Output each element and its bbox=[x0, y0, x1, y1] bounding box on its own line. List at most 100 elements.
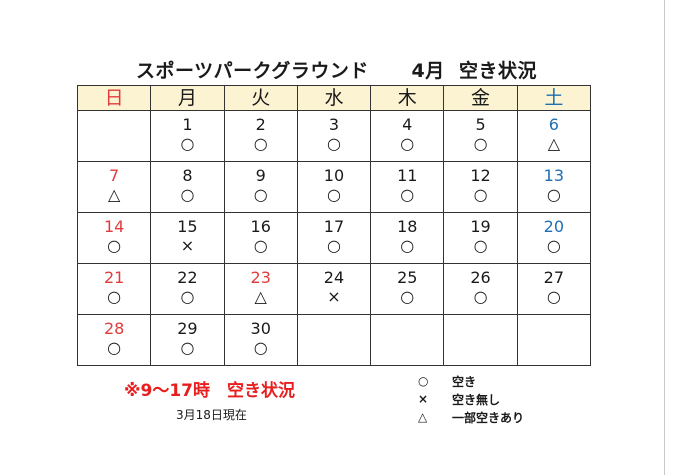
calendar-week-row: 7 △ 8 ○ 9 ○ 10 ○ 11 ○ 12 ○ 13 ○ bbox=[76, 161, 592, 213]
day-number: 25 bbox=[397, 268, 418, 287]
day-cell: 22 ○ bbox=[150, 263, 225, 315]
day-cell: 21 ○ bbox=[76, 263, 152, 315]
day-cell: 9 ○ bbox=[223, 161, 298, 213]
day-number: 7 bbox=[109, 166, 120, 185]
day-cell: 10 ○ bbox=[296, 161, 372, 213]
day-cell: 18 ○ bbox=[370, 212, 445, 264]
day-cell: 3 ○ bbox=[296, 110, 372, 162]
empty-day-cell bbox=[296, 314, 372, 366]
hours-note: ※9～17時 空き状況 bbox=[124, 381, 296, 401]
day-number: 24 bbox=[323, 268, 345, 287]
day-number: 8 bbox=[182, 166, 193, 185]
day-number: 27 bbox=[543, 268, 565, 287]
day-number: 14 bbox=[103, 217, 125, 236]
day-cell: 8 ○ bbox=[150, 161, 225, 213]
calendar-week-row: 14 ○ 15 × 16 ○ 17 ○ 18 ○ 19 ○ 20 ○ bbox=[76, 212, 592, 264]
day-number: 13 bbox=[543, 166, 565, 185]
day-number: 23 bbox=[250, 268, 271, 287]
circle-icon: ○ bbox=[327, 236, 341, 255]
triangle-icon: △ bbox=[254, 287, 267, 306]
circle-icon: ○ bbox=[473, 134, 488, 153]
circle-icon: ○ bbox=[253, 236, 268, 255]
title-status: 空き状況 bbox=[459, 60, 538, 82]
day-number: 15 bbox=[177, 217, 198, 236]
circle-icon: ○ bbox=[253, 134, 268, 153]
circle-icon: ○ bbox=[473, 287, 488, 306]
day-cell: 13 ○ bbox=[516, 161, 592, 213]
day-cell: 7 △ bbox=[76, 161, 152, 213]
circle-icon: ○ bbox=[180, 134, 195, 153]
day-cell: 12 ○ bbox=[443, 161, 518, 213]
day-cell: 19 ○ bbox=[443, 212, 518, 264]
day-cell: 15 × bbox=[150, 212, 225, 264]
day-number: 22 bbox=[177, 268, 198, 287]
circle-icon: ○ bbox=[400, 134, 415, 153]
weekday-header: 日 bbox=[76, 85, 152, 111]
day-cell: 26 ○ bbox=[443, 263, 518, 315]
day-cell: 24 × bbox=[296, 263, 372, 315]
circle-icon: ○ bbox=[107, 338, 122, 357]
day-cell: 27 ○ bbox=[516, 263, 592, 315]
day-number: 10 bbox=[323, 166, 345, 185]
page-edge-line bbox=[664, 0, 665, 475]
day-cell: 1 ○ bbox=[150, 110, 225, 162]
circle-icon: ○ bbox=[180, 338, 195, 357]
day-cell: 28 ○ bbox=[76, 314, 152, 366]
updated-date: 3月18日現在 bbox=[176, 408, 247, 422]
day-cell: 16 ○ bbox=[223, 212, 298, 264]
empty-day-cell bbox=[76, 110, 152, 162]
circle-icon: ○ bbox=[327, 185, 341, 204]
day-number: 28 bbox=[103, 319, 125, 338]
day-cell: 11 ○ bbox=[370, 161, 445, 213]
weekday-header: 金 bbox=[443, 85, 518, 111]
legend-item-unavailable: × 空き無し bbox=[418, 390, 524, 408]
day-cell: 14 ○ bbox=[76, 212, 152, 264]
empty-day-cell bbox=[516, 314, 592, 366]
day-number: 19 bbox=[470, 217, 491, 236]
day-number: 9 bbox=[255, 166, 266, 185]
circle-icon: ○ bbox=[400, 287, 415, 306]
circle-icon: ○ bbox=[180, 185, 195, 204]
legend-item-available: ○ 空き bbox=[418, 372, 524, 390]
triangle-icon: △ bbox=[418, 410, 428, 424]
circle-icon: ○ bbox=[546, 287, 561, 306]
title-month: 4月 bbox=[411, 60, 445, 82]
availability-calendar: 日月火水木金土 1 ○ 2 ○ 3 ○ 4 ○ 5 ○ 6 △ 7 △ 8 ○ 9 ○ 10 ○ 11 ○ 12 ○ 13 ○ 14… bbox=[76, 85, 592, 366]
empty-day-cell bbox=[443, 314, 518, 366]
triangle-icon: △ bbox=[547, 134, 560, 153]
circle-icon: ○ bbox=[473, 185, 488, 204]
day-cell: 17 ○ bbox=[296, 212, 372, 264]
circle-icon: ○ bbox=[546, 236, 561, 255]
weekday-header: 土 bbox=[516, 85, 592, 111]
day-cell: 20 ○ bbox=[516, 212, 592, 264]
legend-label: 空き無し bbox=[452, 392, 501, 407]
day-cell: 2 ○ bbox=[223, 110, 298, 162]
circle-icon: ○ bbox=[107, 236, 122, 255]
triangle-icon: △ bbox=[107, 185, 121, 204]
weekday-header: 月 bbox=[150, 85, 225, 111]
circle-icon: ○ bbox=[546, 185, 561, 204]
day-number: 16 bbox=[250, 217, 271, 236]
day-number: 21 bbox=[103, 268, 125, 287]
calendar-week-row: 1 ○ 2 ○ 3 ○ 4 ○ 5 ○ 6 △ bbox=[76, 110, 592, 162]
day-number: 3 bbox=[328, 115, 340, 134]
page-title: スポーツパークグラウンド 4月 空き状況 bbox=[0, 56, 673, 83]
circle-icon: ○ bbox=[418, 374, 429, 388]
legend-item-partial: △ 一部空きあり bbox=[418, 408, 524, 426]
circle-icon: ○ bbox=[400, 236, 415, 255]
day-number: 18 bbox=[397, 217, 418, 236]
circle-icon: ○ bbox=[473, 236, 488, 255]
day-number: 29 bbox=[177, 319, 198, 338]
day-number: 2 bbox=[255, 115, 266, 134]
day-cell: 23 △ bbox=[223, 263, 298, 315]
day-number: 26 bbox=[470, 268, 491, 287]
legend-label: 一部空きあり bbox=[452, 410, 525, 425]
circle-icon: ○ bbox=[253, 185, 268, 204]
calendar-week-row: 28 ○ 29 ○ 30 ○ bbox=[76, 314, 592, 366]
day-cell: 5 ○ bbox=[443, 110, 518, 162]
day-number: 6 bbox=[548, 115, 559, 134]
calendar-body: 1 ○ 2 ○ 3 ○ 4 ○ 5 ○ 6 △ 7 △ 8 ○ 9 ○ 10 ○ 11 ○ 12 ○ 13 ○ 14 ○ 15 × 16 ○ 1… bbox=[76, 110, 592, 366]
day-cell: 6 △ bbox=[516, 110, 592, 162]
day-cell: 25 ○ bbox=[370, 263, 445, 315]
weekday-header: 水 bbox=[296, 85, 372, 111]
